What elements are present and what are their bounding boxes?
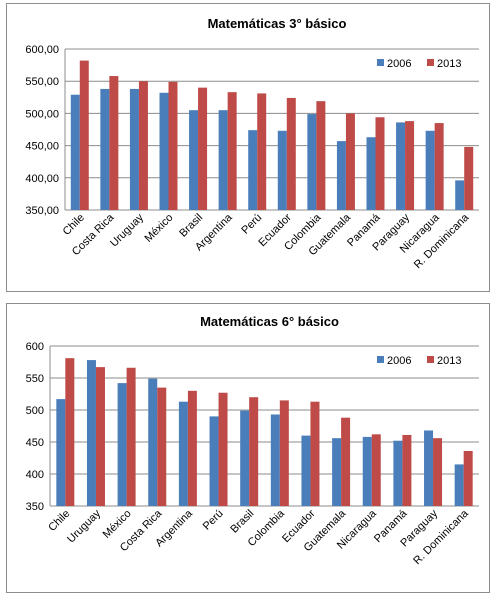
bar-2006-Brasil — [240, 410, 250, 506]
chart-6-basico: Matemáticas 6° básico 350 400 450 500 550 600 C… — [26, 314, 479, 567]
chart-title: Matemáticas 6° básico — [200, 314, 339, 329]
bar-2013-R. Dominicana — [463, 450, 473, 506]
chart-panel-6-basico: Matemáticas 6° básico 350 400 450 500 550 600 C… — [6, 303, 490, 593]
legend-swatch — [427, 356, 434, 363]
legend-label: 2006 — [387, 58, 411, 70]
bar-2006-Perú — [248, 130, 258, 210]
bar-2013-México — [126, 367, 136, 506]
bar-2013-Chile — [79, 60, 89, 211]
x-category-label: Perú — [239, 212, 264, 237]
y-tick-label: 600,00 — [25, 44, 59, 56]
bar-2006-México — [117, 383, 127, 506]
bar-2006-Paraguay — [424, 430, 434, 506]
x-category-label: Chile — [61, 212, 87, 238]
bar-2013-Nicaragua — [371, 434, 381, 506]
bar-2013-México — [168, 81, 178, 211]
x-category-label: México — [142, 212, 175, 245]
y-tick-label: 350,00 — [25, 205, 59, 217]
y-tick-label: 350 — [26, 501, 44, 513]
bar-2006-Ecuador — [277, 130, 287, 210]
bar-2006-Uruguay — [129, 88, 139, 210]
x-category-label: Uruguay — [108, 211, 146, 249]
bar-2006-Panamá — [366, 137, 376, 210]
bar-2006-Colombia — [270, 414, 280, 506]
bar-2006-Chile — [70, 94, 80, 210]
y-tick-label: 500 — [26, 405, 44, 417]
x-category-label: Brasil — [177, 212, 205, 240]
bar-2013-Panamá — [375, 117, 385, 210]
bar-2013-Colombia — [316, 101, 326, 210]
y-tick-label: 450 — [26, 437, 44, 449]
bar-2006-México — [159, 92, 169, 210]
x-category-label: Brasil — [228, 508, 256, 536]
bar-2013-Brasil — [198, 87, 208, 210]
bar-2013-Argentina — [187, 390, 197, 506]
bar-2006-Argentina — [178, 401, 188, 506]
bar-2013-Perú — [257, 93, 267, 210]
bar-2006-Guatemala — [332, 438, 342, 506]
bar-2013-Costa Rica — [109, 76, 119, 210]
bar-2006-Brasil — [189, 110, 199, 210]
bar-2006-Costa Rica — [100, 88, 110, 210]
legend-swatch — [377, 59, 384, 66]
bar-2013-Panamá — [402, 434, 412, 506]
legend-label: 2013 — [437, 58, 461, 70]
legend-swatch — [377, 356, 384, 363]
bar-2006-R. Dominicana — [455, 180, 465, 210]
chart-3-basico: Matemáticas 3° básico 350,00 400,00 450,00 5… — [25, 16, 479, 271]
bar-2006-Panamá — [393, 440, 403, 506]
legend-label: 2013 — [437, 355, 461, 367]
bar-2013-Argentina — [227, 92, 237, 210]
bar-2006-Guatemala — [336, 141, 346, 210]
x-category-label: Chile — [46, 508, 72, 534]
y-tick-label: 550 — [26, 373, 44, 385]
bar-2006-Nicaragua — [425, 130, 435, 210]
bar-2013-R. Dominicana — [464, 146, 474, 210]
bar-2013-Uruguay — [95, 367, 105, 506]
bar-2013-Costa Rica — [157, 387, 167, 506]
legend-label: 2006 — [387, 355, 411, 367]
y-tick-label: 400,00 — [25, 173, 59, 185]
bar-2013-Chile — [65, 358, 75, 506]
legend-swatch — [427, 59, 434, 66]
bar-2013-Guatemala — [345, 113, 355, 210]
bar-2006-R. Dominicana — [454, 464, 464, 506]
bar-2013-Guatemala — [341, 417, 351, 506]
bar-2006-Uruguay — [86, 360, 96, 506]
x-category-label: R. Dominicana — [411, 507, 471, 567]
bar-2013-Ecuador — [310, 401, 320, 506]
chart-panel-3-basico: Matemáticas 3° básico 350,00 400,00 450,00 5… — [6, 3, 490, 292]
bar-2006-Colombia — [307, 114, 317, 210]
bar-2006-Costa Rica — [148, 378, 158, 506]
bar-2006-Paraguay — [396, 122, 406, 210]
y-tick-label: 450,00 — [25, 141, 59, 153]
y-tick-label: 500,00 — [25, 108, 59, 120]
bar-2006-Nicaragua — [362, 436, 372, 506]
x-category-label: Perú — [201, 508, 226, 533]
x-category-label: Uruguay — [65, 507, 103, 545]
bar-2006-Ecuador — [301, 435, 311, 506]
bar-2013-Paraguay — [433, 438, 443, 506]
y-tick-label: 550,00 — [25, 76, 59, 88]
x-category-label: R. Dominicana — [412, 211, 472, 271]
bar-2006-Chile — [56, 399, 66, 506]
bar-2013-Perú — [218, 392, 228, 506]
bar-2013-Uruguay — [138, 81, 148, 210]
chart-title: Matemáticas 3° básico — [208, 16, 347, 31]
bar-2013-Paraguay — [405, 121, 415, 210]
bar-2013-Brasil — [249, 397, 259, 506]
bar-2006-Argentina — [218, 110, 228, 210]
bar-2013-Ecuador — [286, 97, 296, 210]
bar-2013-Colombia — [279, 400, 289, 506]
y-tick-label: 400 — [26, 469, 44, 481]
bar-2013-Nicaragua — [434, 123, 444, 210]
y-tick-label: 600 — [26, 341, 44, 353]
bar-2006-Perú — [209, 416, 219, 506]
